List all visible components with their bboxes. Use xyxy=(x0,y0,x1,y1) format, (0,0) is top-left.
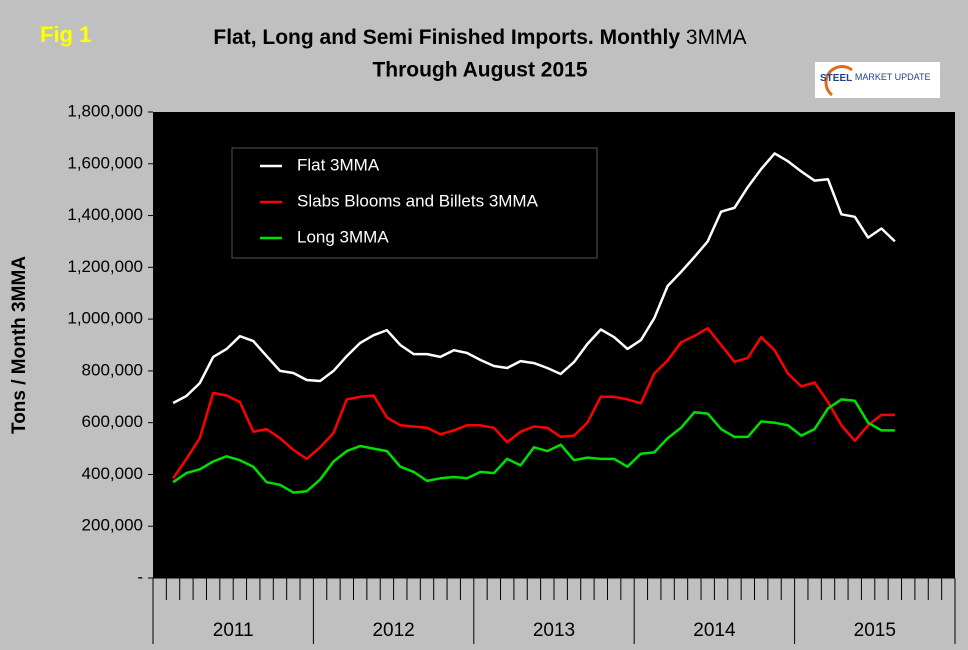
y-tick-label: 1,000,000 xyxy=(67,309,143,328)
y-tick-label: - xyxy=(137,567,143,586)
x-group-label: 2014 xyxy=(693,620,736,641)
x-group-label: 2015 xyxy=(854,620,896,641)
y-tick-label: 200,000 xyxy=(82,516,143,535)
series-line xyxy=(172,152,896,405)
figure-label: Fig 1 xyxy=(40,22,91,47)
series-line xyxy=(172,326,895,480)
y-axis-label: Tons / Month 3MMA xyxy=(9,256,30,434)
logo-brand: STEEL xyxy=(820,73,852,84)
y-tick-label: 1,600,000 xyxy=(67,153,143,172)
logo-rest: MARKET UPDATE xyxy=(855,72,931,82)
legend-label: Flat 3MMA xyxy=(297,155,380,174)
series-line xyxy=(172,398,895,494)
title-main: Flat, Long and Semi Finished Imports. Mo… xyxy=(213,26,680,49)
y-tick-label: 1,400,000 xyxy=(67,205,143,224)
x-group-label: 2011 xyxy=(213,620,254,641)
x-group-label: 2012 xyxy=(372,620,414,641)
chart-subtitle: Through August 2015 xyxy=(372,59,587,82)
title-suffix: 3MMA xyxy=(686,26,747,49)
legend: Flat 3MMA Slabs Blooms and Billets 3MMA Lo… xyxy=(231,147,598,259)
y-tick-label: 1,800,000 xyxy=(67,101,143,120)
logo-swoosh xyxy=(824,65,853,97)
legend-label: Long 3MMA xyxy=(297,227,389,246)
x-group-label: 2013 xyxy=(533,620,575,641)
logo: STEEL MARKET UPDATE xyxy=(815,62,940,98)
chart-title: Flat, Long and Semi Finished Imports. Mo… xyxy=(213,26,746,49)
legend-label: Slabs Blooms and Billets 3MMA xyxy=(297,191,539,210)
y-tick-label: 400,000 xyxy=(82,464,143,483)
y-tick-label: 800,000 xyxy=(82,360,143,379)
legend-box xyxy=(231,147,598,259)
logo-text: STEEL MARKET UPDATE xyxy=(820,72,931,83)
y-tick-label: 600,000 xyxy=(82,412,143,431)
y-tick-label: 1,200,000 xyxy=(67,257,143,276)
